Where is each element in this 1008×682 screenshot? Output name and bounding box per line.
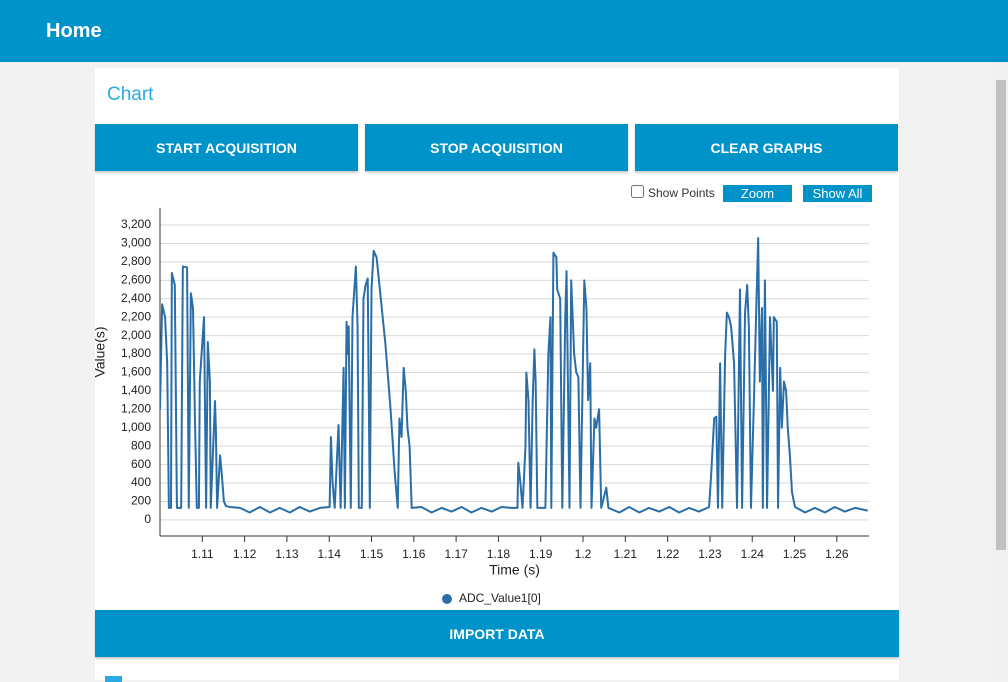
x-tick-label: 1.17	[444, 547, 468, 561]
y-tick-label: 3,000	[121, 236, 151, 250]
x-axis-title: Time (s)	[489, 562, 540, 578]
y-tick-label: 2,400	[121, 291, 151, 305]
scrollbar-thumb[interactable]	[996, 80, 1006, 550]
y-tick-label: 2,600	[121, 272, 151, 286]
y-tick-label: 600	[131, 457, 151, 471]
line	[160, 236, 868, 514]
x-tick-label: 1.16	[402, 547, 426, 561]
x-tick-label: 1.15	[360, 547, 384, 561]
x-tick-label: 1.2	[575, 547, 592, 561]
plot	[160, 236, 868, 514]
legend-marker	[442, 594, 452, 604]
header: Home	[0, 0, 1008, 62]
x-tick-label: 1.19	[529, 547, 553, 561]
y-tick-label: 2,800	[121, 254, 151, 268]
show-points-checkbox[interactable]	[631, 185, 644, 198]
x-tick-label: 1.13	[275, 547, 299, 561]
x-tick-label: 1.26	[825, 547, 849, 561]
x-tick-label: 1.11	[191, 547, 214, 561]
y-tick-label: 1,800	[121, 346, 151, 360]
x-tick-label: 1.12	[233, 547, 257, 561]
zoom-button[interactable]: Zoom	[723, 185, 792, 202]
y-tick-label: 200	[131, 494, 151, 508]
y-tick-label: 1,200	[121, 401, 151, 415]
chart: 0 200 400 600 800 1,000 1,200 1,400 1,600 1,800 2,…	[95, 208, 869, 605]
x-tick-label: 1.14	[318, 547, 342, 561]
show-points-label[interactable]: Show Points	[648, 186, 715, 200]
y-tick-label: 3,200	[121, 217, 151, 231]
y-tick-label: 800	[131, 438, 151, 452]
x-tick-label: 1.23	[698, 547, 722, 561]
x-tick-label: 1.21	[614, 547, 638, 561]
x-tick-label: 1.22	[656, 547, 680, 561]
y-tick-label: 0	[144, 512, 151, 526]
start-button[interactable]: START ACQUISITION	[95, 124, 358, 171]
import-button[interactable]: IMPORT DATA	[95, 610, 899, 657]
header-title: Home	[46, 20, 102, 42]
show-all-button[interactable]: Show All	[803, 185, 872, 202]
y-tick-label: 2,200	[121, 309, 151, 323]
icon	[105, 676, 122, 682]
section-title: Chart	[107, 84, 154, 105]
y-tick-label: 1,600	[121, 365, 151, 379]
clear-button[interactable]: CLEAR GRAPHS	[635, 124, 898, 171]
x-tick-label: 1.18	[487, 547, 511, 561]
y-tick-label: 1,000	[121, 420, 151, 434]
y-tick-label: 1,400	[121, 383, 151, 397]
y-tick-label: 2,000	[121, 328, 151, 342]
y-axis-title: Value(s)	[95, 326, 108, 377]
x-tick-label: 1.24	[741, 547, 765, 561]
legend-label: ADC_Value1[0]	[459, 591, 541, 605]
y-tick-label: 400	[131, 475, 151, 489]
stop-button[interactable]: STOP ACQUISITION	[365, 124, 628, 171]
x-tick-label: 1.25	[783, 547, 807, 561]
